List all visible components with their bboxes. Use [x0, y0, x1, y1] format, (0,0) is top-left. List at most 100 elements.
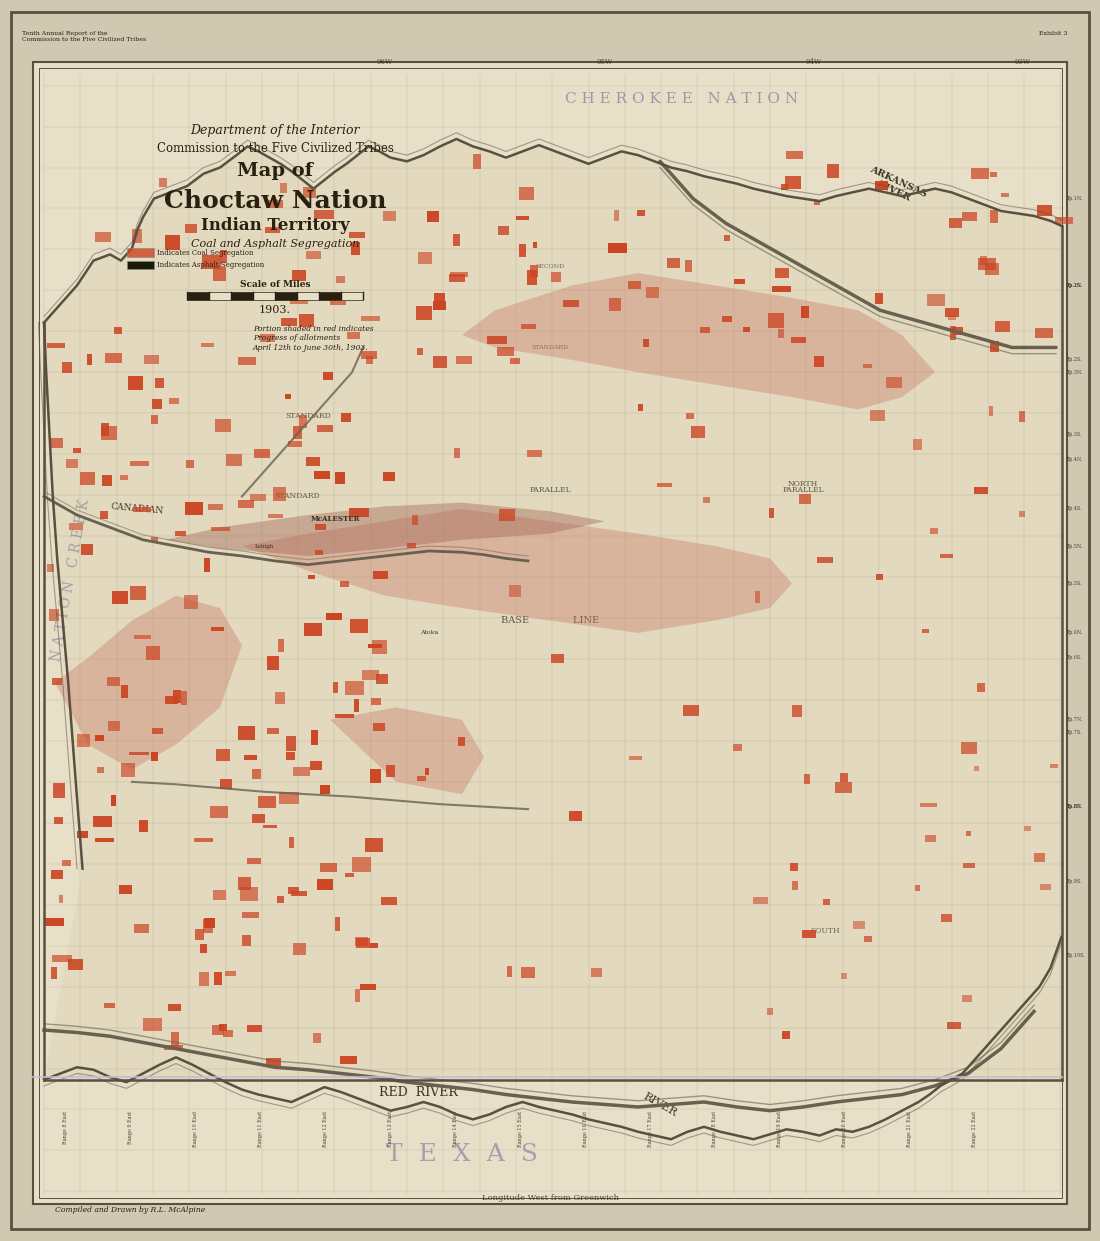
Bar	[146, 645, 160, 660]
Bar	[800, 494, 811, 504]
Bar	[280, 318, 297, 326]
Bar	[231, 292, 253, 300]
Bar	[354, 700, 359, 712]
Bar	[817, 557, 833, 563]
Text: BASE              LINE: BASE LINE	[500, 616, 600, 625]
Bar	[978, 258, 996, 271]
Bar	[96, 838, 114, 843]
Bar	[756, 592, 760, 603]
Text: Range 16 East: Range 16 East	[583, 1111, 587, 1147]
Bar	[119, 885, 132, 895]
Bar	[497, 346, 515, 356]
Bar	[340, 1056, 356, 1064]
Bar	[155, 379, 164, 387]
Bar	[68, 522, 82, 530]
Bar	[1034, 853, 1045, 861]
Bar	[254, 449, 271, 458]
Bar	[1050, 764, 1058, 768]
Text: Range 14 East: Range 14 East	[453, 1111, 458, 1147]
Text: C R E E K: C R E E K	[66, 499, 92, 568]
Text: Department of the Interior: Department of the Interior	[190, 124, 360, 137]
Bar	[97, 767, 103, 773]
Bar	[151, 752, 158, 761]
Bar	[628, 282, 641, 289]
Bar	[204, 557, 210, 572]
Bar	[77, 735, 90, 747]
Polygon shape	[55, 596, 242, 769]
Bar	[990, 210, 998, 222]
Bar	[133, 508, 152, 513]
Bar	[370, 768, 381, 783]
Text: Tp.5N.: Tp.5N.	[1067, 544, 1084, 549]
Bar	[518, 187, 535, 201]
Bar	[961, 212, 977, 221]
Text: Choctaw Nation: Choctaw Nation	[164, 189, 386, 213]
Bar	[341, 292, 363, 300]
Bar	[288, 886, 299, 895]
Bar	[915, 885, 920, 891]
Bar	[1041, 884, 1050, 890]
Bar	[744, 328, 750, 333]
Text: Longitude West from Greenwich: Longitude West from Greenwich	[482, 1194, 618, 1201]
Bar	[253, 292, 275, 300]
Bar	[361, 351, 376, 359]
Bar	[984, 263, 999, 276]
Bar	[140, 819, 148, 831]
Bar	[248, 858, 261, 864]
Bar	[341, 413, 351, 422]
Bar	[287, 442, 303, 448]
Bar	[450, 273, 469, 277]
Bar	[165, 235, 180, 249]
Bar	[226, 454, 242, 467]
Text: Range 12 East: Range 12 East	[323, 1111, 328, 1147]
Bar	[95, 232, 111, 242]
Bar	[1020, 511, 1025, 517]
Bar	[352, 856, 371, 871]
Bar	[52, 870, 63, 879]
Bar	[366, 356, 373, 365]
Bar	[53, 783, 65, 798]
Bar	[275, 692, 285, 704]
Bar	[974, 766, 979, 771]
Bar	[248, 1025, 262, 1031]
Bar	[432, 356, 447, 369]
Bar	[223, 1030, 232, 1037]
Bar	[782, 1031, 790, 1039]
Bar	[791, 338, 805, 343]
Bar	[921, 803, 936, 807]
Bar	[213, 890, 226, 900]
Text: Indicates Asphalt Segregation: Indicates Asphalt Segregation	[157, 261, 265, 269]
Bar	[299, 416, 307, 428]
Bar	[804, 774, 810, 784]
Text: Range 13 East: Range 13 East	[388, 1111, 393, 1147]
Bar	[290, 891, 307, 896]
Text: Tp.3S.: Tp.3S.	[1067, 432, 1082, 437]
Polygon shape	[44, 139, 1062, 1080]
Bar	[927, 294, 945, 305]
Bar	[948, 316, 956, 320]
Bar	[947, 1021, 961, 1029]
Bar	[551, 272, 561, 283]
Bar	[289, 295, 308, 304]
Text: SECOND: SECOND	[536, 264, 564, 269]
Text: NORTH: NORTH	[788, 480, 818, 488]
Bar	[864, 936, 872, 942]
Text: Atoka: Atoka	[420, 630, 438, 635]
Bar	[1035, 329, 1053, 339]
Text: Tp.10S.: Tp.10S.	[1067, 953, 1086, 958]
Bar	[315, 210, 333, 218]
Text: ARKANSAS
RIVER: ARKANSAS RIVER	[865, 164, 928, 208]
Bar	[417, 777, 426, 781]
Bar	[202, 254, 221, 269]
Text: Range 17 East: Range 17 East	[648, 1111, 652, 1147]
Text: Scale of Miles: Scale of Miles	[240, 279, 310, 289]
Bar	[267, 728, 278, 733]
Bar	[642, 339, 649, 346]
Bar	[802, 930, 816, 938]
Bar	[263, 824, 277, 828]
Bar	[459, 737, 464, 746]
Bar	[354, 989, 361, 1001]
Bar	[308, 575, 316, 580]
Bar	[186, 460, 195, 468]
Bar	[238, 500, 254, 508]
